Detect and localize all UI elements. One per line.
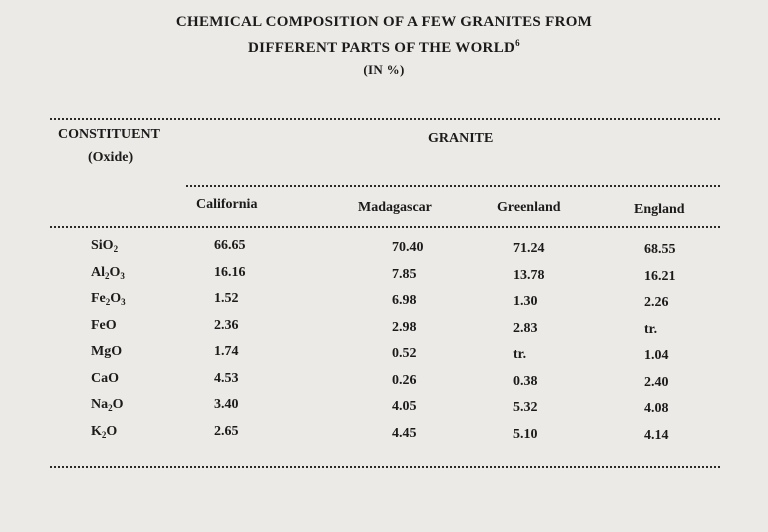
column-header-england: England — [634, 202, 685, 217]
oxide-label: CaO — [91, 371, 119, 387]
value-cell-greenland: 1.30 — [513, 294, 538, 309]
bottom-rule — [50, 466, 720, 468]
oxide-label: FeO — [91, 318, 117, 334]
oxide-label: Al2O3 — [91, 265, 125, 281]
value-cell-california: 3.40 — [214, 397, 239, 412]
oxide-symbol: SiO — [91, 238, 114, 253]
value-cell-california: 1.74 — [214, 344, 239, 359]
value-cell-madagascar: 6.98 — [392, 293, 417, 308]
oxide-symbol: Al — [91, 264, 105, 280]
oxide-symbol: K — [91, 423, 102, 439]
oxide-subscript: 2 — [113, 244, 119, 254]
oxide-subscript: 2 — [105, 270, 110, 281]
table-title-line-2: DIFFERENT PARTS OF THE WORLD6 — [0, 38, 768, 57]
value-cell-california: 2.65 — [214, 423, 239, 439]
footnote-marker: 6 — [515, 38, 520, 48]
value-cell-england: 4.08 — [644, 401, 669, 416]
value-cell-england: 4.14 — [644, 427, 669, 443]
value-cell-california: 66.65 — [214, 238, 246, 253]
group-rule — [186, 185, 720, 187]
oxide-subscript: 2 — [105, 297, 111, 307]
column-header-madagascar: Madagascar — [358, 200, 432, 215]
value-cell-california: 2.36 — [214, 317, 239, 333]
value-cell-greenland: 71.24 — [513, 241, 545, 256]
oxide-label: Na2O — [91, 397, 124, 413]
value-cell-greenland: 5.10 — [513, 426, 538, 442]
value-cell-madagascar: 0.26 — [392, 372, 417, 388]
oxide-symbol: Fe — [91, 291, 106, 306]
value-cell-greenland: tr. — [513, 347, 527, 362]
value-cell-madagascar: 4.45 — [392, 425, 417, 441]
value-cell-madagascar: 70.40 — [392, 240, 424, 255]
oxide-symbol: Na — [91, 397, 109, 412]
value-cell-greenland: 0.38 — [513, 373, 538, 389]
value-cell-greenland: 5.32 — [513, 400, 538, 415]
value-cell-england: 1.04 — [644, 348, 669, 363]
oxide-label: Fe2O3 — [91, 291, 126, 307]
value-cell-england: 2.40 — [644, 374, 669, 390]
oxide-subscript: 3 — [120, 270, 125, 281]
top-rule — [50, 118, 720, 120]
oxide-symbol: MgO — [91, 344, 123, 359]
value-cell-greenland: 2.83 — [513, 320, 538, 336]
oxide-subscript: 2 — [108, 403, 113, 413]
oxide-subscript: 2 — [101, 429, 107, 440]
value-cell-madagascar: 2.98 — [392, 319, 417, 335]
value-cell-england: 68.55 — [644, 242, 676, 257]
oxide-symbol: O — [110, 291, 122, 306]
value-cell-england: tr. — [644, 321, 658, 337]
value-cell-california: 1.52 — [214, 291, 239, 306]
value-cell-california: 16.16 — [214, 264, 246, 280]
oxide-label: SiO2 — [91, 238, 118, 254]
granite-group-header: GRANITE — [428, 131, 494, 146]
value-cell-madagascar: 7.85 — [392, 266, 417, 282]
value-cell-madagascar: 0.52 — [392, 346, 417, 361]
column-header-greenland: Greenland — [497, 200, 561, 215]
oxide-subscript: 3 — [121, 297, 126, 307]
constituent-header: CONSTITUENT — [58, 127, 160, 142]
value-cell-greenland: 13.78 — [513, 267, 545, 283]
oxide-symbol: O — [109, 264, 121, 280]
table-title-units: (IN %) — [363, 62, 405, 77]
oxide-symbol: FeO — [91, 317, 117, 333]
oxide-symbol: CaO — [91, 370, 119, 386]
oxide-label: MgO — [91, 344, 122, 360]
table-title-line-1: CHEMICAL COMPOSITION OF A FEW GRANITES F… — [175, 14, 593, 30]
oxide-symbol: O — [112, 397, 124, 412]
value-cell-england: 2.26 — [644, 295, 669, 310]
value-cell-madagascar: 4.05 — [392, 399, 417, 414]
column-header-california: California — [196, 197, 258, 212]
constituent-subheader: (Oxide) — [88, 150, 134, 165]
value-cell-california: 4.53 — [214, 370, 239, 386]
title-text: DIFFERENT PARTS OF THE WORLD — [248, 40, 516, 56]
oxide-label: K2O — [91, 424, 117, 440]
value-cell-england: 16.21 — [644, 268, 676, 284]
oxide-symbol: O — [106, 423, 118, 439]
header-rule — [50, 226, 720, 228]
